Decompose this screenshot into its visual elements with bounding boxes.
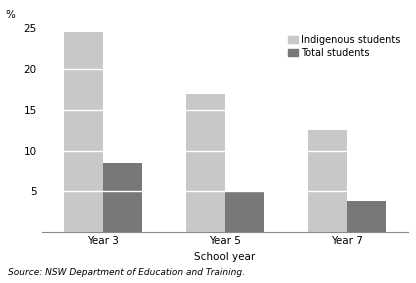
Bar (307, 130, 347, 232)
Bar (103, 163, 142, 232)
Text: %: % (5, 10, 15, 20)
X-axis label: School year: School year (194, 252, 255, 262)
Bar (64, 32, 103, 232)
Legend: Indigenous students, Total students: Indigenous students, Total students (286, 33, 403, 59)
Bar (225, 191, 264, 232)
Text: Source: NSW Department of Education and Training.: Source: NSW Department of Education and … (8, 268, 245, 277)
Bar (347, 201, 386, 232)
Bar (186, 93, 225, 232)
